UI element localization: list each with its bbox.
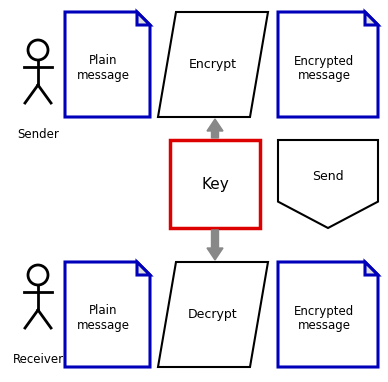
Text: Encrypted
message: Encrypted message <box>294 304 354 332</box>
Text: Encrypted
message: Encrypted message <box>294 55 354 83</box>
Polygon shape <box>137 262 150 275</box>
Polygon shape <box>207 230 223 260</box>
Polygon shape <box>137 12 150 25</box>
Polygon shape <box>365 12 378 25</box>
Polygon shape <box>278 140 378 228</box>
Bar <box>170 140 260 228</box>
Text: Encrypt: Encrypt <box>189 58 237 71</box>
Text: Plain
message: Plain message <box>77 55 130 83</box>
Polygon shape <box>158 262 268 367</box>
Text: Plain
message: Plain message <box>77 304 130 332</box>
Text: Decrypt: Decrypt <box>188 308 238 321</box>
Text: Sender: Sender <box>17 128 59 141</box>
Polygon shape <box>365 262 378 275</box>
Polygon shape <box>65 262 150 367</box>
Polygon shape <box>158 12 268 117</box>
Polygon shape <box>65 12 150 117</box>
Polygon shape <box>207 119 223 138</box>
Text: Send: Send <box>312 170 344 183</box>
Text: Key: Key <box>201 176 229 191</box>
Text: Receiver: Receiver <box>12 353 64 366</box>
Polygon shape <box>278 12 378 117</box>
Polygon shape <box>278 262 378 367</box>
